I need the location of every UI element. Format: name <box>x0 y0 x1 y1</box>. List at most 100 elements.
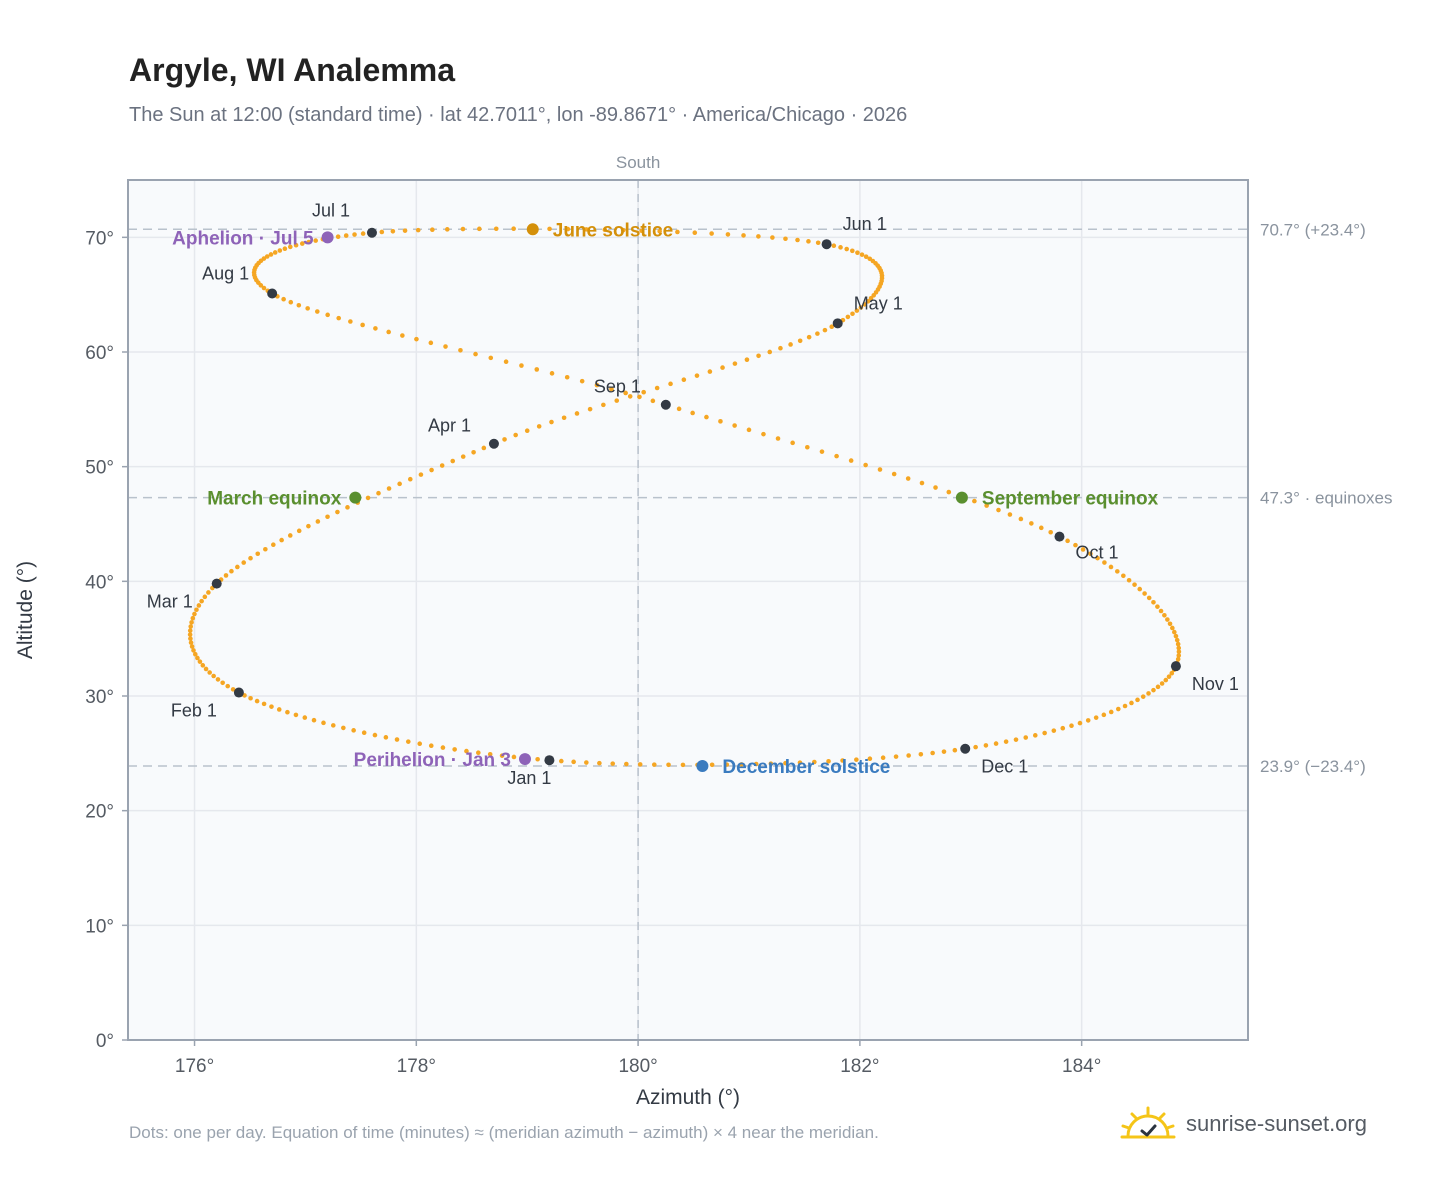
analemma-day-point <box>1175 641 1181 647</box>
analemma-day-point <box>248 555 253 561</box>
analemma-day-point <box>597 760 602 766</box>
analemma-day-point <box>756 234 761 239</box>
analemma-day-point <box>524 428 530 434</box>
analemma-day-point <box>1095 555 1100 561</box>
analemma-day-point <box>1115 569 1120 574</box>
analemma-day-point <box>650 398 656 404</box>
analemma-day-point <box>443 344 448 349</box>
analemma-day-point <box>732 423 737 428</box>
analemma-day-point <box>1073 542 1078 548</box>
analemma-day-point <box>511 226 516 232</box>
analemma-day-point <box>1176 645 1182 651</box>
analemma-day-point <box>709 231 714 236</box>
analemma-day-point <box>477 226 482 232</box>
analemma-day-point <box>993 741 999 746</box>
analemma-day-point <box>854 757 859 762</box>
analemma-day-point <box>919 480 925 486</box>
brand[interactable]: sunrise-sunset.org <box>1120 1102 1367 1146</box>
analemma-day-point <box>261 285 267 291</box>
analemma-day-point <box>460 454 466 459</box>
analemma-day-point <box>306 523 311 529</box>
month-marker <box>1170 661 1181 672</box>
analemma-day-point <box>584 227 589 232</box>
analemma-day-point <box>1166 674 1172 679</box>
analemma-day-point <box>826 758 831 764</box>
analemma-day-point <box>311 717 317 723</box>
analemma-day-point <box>905 476 911 481</box>
analemma-day-point <box>778 345 783 351</box>
month-marker-label: Jan 1 <box>507 768 551 788</box>
analemma-day-point <box>850 311 855 317</box>
analemma-day-point <box>952 747 958 753</box>
analemma-day-point <box>654 385 660 391</box>
analemma-day-point <box>499 753 505 758</box>
analemma-day-point <box>187 632 193 637</box>
analemma-day-point <box>276 707 282 712</box>
month-marker <box>1054 531 1065 542</box>
analemma-day-point <box>1137 586 1143 592</box>
analemma-day-point <box>429 467 434 473</box>
event-marker <box>696 759 709 772</box>
analemma-day-point <box>620 227 626 233</box>
footer-note: Dots: one per day. Equation of time (min… <box>129 1123 879 1142</box>
analemma-day-point <box>271 542 276 547</box>
analemma-day-point <box>984 503 989 508</box>
analemma-day-point <box>822 327 828 333</box>
analemma-day-point <box>444 227 450 232</box>
analemma-day-point <box>200 663 206 668</box>
analemma-day-point <box>1142 591 1147 596</box>
analemma-day-point <box>293 242 299 248</box>
analemma-day-point <box>223 573 229 578</box>
analemma-day-point <box>1115 706 1121 712</box>
analemma-day-point <box>1126 577 1132 583</box>
analemma-day-point <box>574 411 580 416</box>
analemma-day-point <box>199 598 204 604</box>
analemma-day-point <box>341 725 346 731</box>
analemma-day-point <box>313 238 318 243</box>
analemma-day-point <box>394 737 400 742</box>
x-tick-label: 184° <box>1062 1056 1101 1077</box>
x-tick-label: 176° <box>175 1056 214 1077</box>
analemma-day-point <box>1155 684 1161 690</box>
analemma-day-point <box>487 751 493 757</box>
analemma-day-point <box>850 248 855 254</box>
analemma-day-point <box>254 698 260 704</box>
analemma-day-point <box>806 334 812 340</box>
analemma-day-point <box>335 509 340 515</box>
analemma-day-point <box>315 519 321 524</box>
analemma-day-point <box>756 353 761 359</box>
analemma-day-point <box>397 481 402 487</box>
y-axis-title: Altitude (°) <box>14 561 37 659</box>
analemma-day-point <box>1146 691 1151 696</box>
analemma-day-point <box>503 359 509 365</box>
analemma-day-point <box>547 226 552 232</box>
analemma-day-point <box>511 754 517 760</box>
analemma-day-point <box>564 374 570 380</box>
analemma-day-point <box>657 228 662 234</box>
analemma-day-point <box>1163 677 1169 683</box>
analemma-day-point <box>373 326 378 331</box>
analemma-day-point <box>287 533 293 538</box>
analemma-day-point <box>536 424 542 429</box>
analemma-day-point <box>815 240 821 246</box>
analemma-day-point <box>1038 525 1044 531</box>
analemma-day-point <box>863 462 868 468</box>
analemma-day-point <box>296 302 302 308</box>
analemma-day-point <box>428 340 434 346</box>
analemma-day-point <box>941 749 947 754</box>
analemma-day-point <box>365 495 371 501</box>
analemma-day-point <box>692 230 698 236</box>
analemma-day-point <box>761 431 766 437</box>
analemma-day-point <box>1151 599 1156 605</box>
analemma-day-point <box>918 751 924 757</box>
analemma-day-point <box>189 620 194 625</box>
analemma-day-point <box>299 241 305 246</box>
analemma-day-point <box>1165 617 1170 622</box>
analemma-day-point <box>407 476 413 482</box>
analemma-day-point <box>192 611 197 617</box>
axes: 176° 178° 180° 182° 184° 0° 10° 20° 30° 40° 50° 60°… <box>14 228 1101 1109</box>
month-marker <box>267 288 278 299</box>
analemma-day-point <box>1132 582 1137 587</box>
analemma-day-point <box>314 309 320 314</box>
analemma-day-point <box>229 568 234 574</box>
